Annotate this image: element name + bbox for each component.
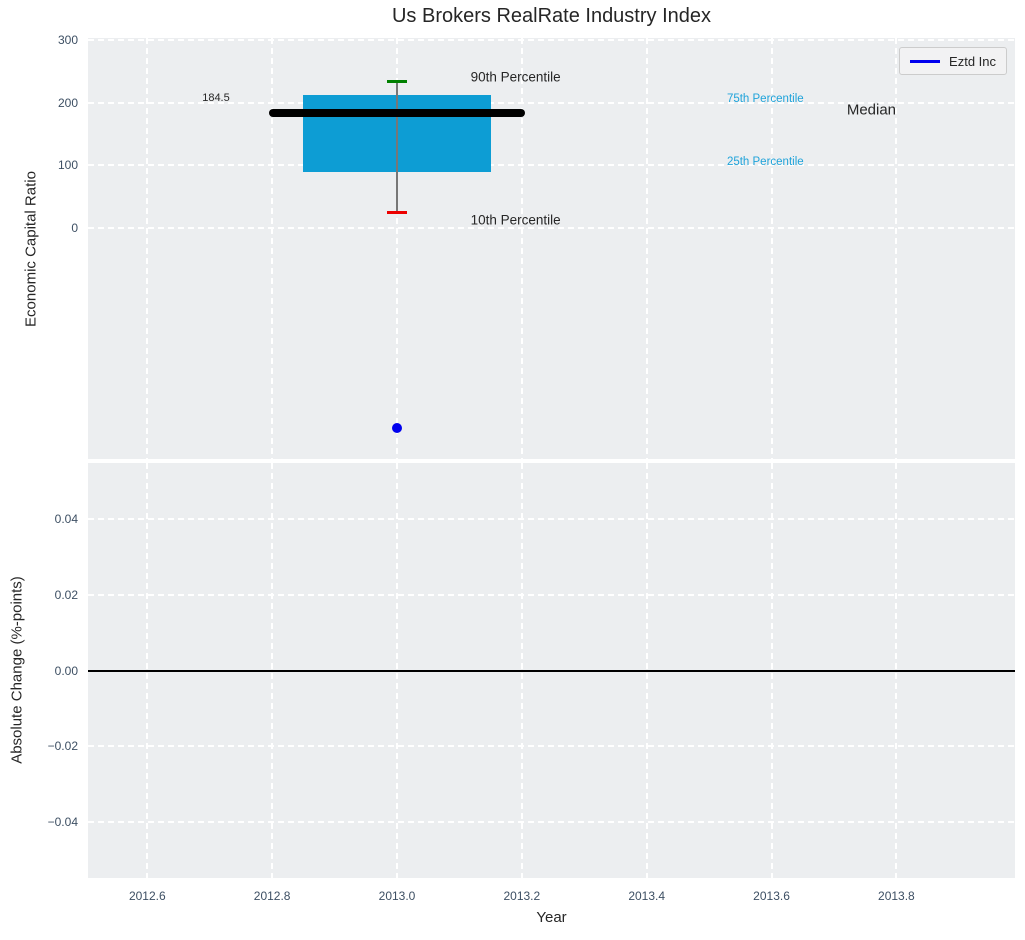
y-tick-label: −0.02 — [47, 739, 78, 754]
y-tick-label: 300 — [57, 33, 78, 48]
y-tick-label: 0.00 — [54, 663, 78, 678]
x-axis-label: Year — [536, 909, 567, 926]
grid-line-vertical — [520, 38, 523, 459]
cap-90th-percentile — [387, 79, 407, 83]
x-tick-label: 2013.2 — [503, 889, 541, 903]
annotation-75th-percentile: 75th Percentile — [726, 93, 804, 106]
annotation-25th-percentile: 25th Percentile — [726, 155, 804, 168]
x-tick-label: 2013.6 — [753, 889, 790, 903]
grid-line-horizontal — [88, 745, 1015, 748]
grid-line-vertical — [645, 38, 648, 459]
x-tick-label: 2013.8 — [878, 889, 915, 903]
grid-line-vertical — [271, 38, 274, 459]
x-tick-label: 2013.4 — [628, 889, 666, 903]
y-tick-label: 100 — [57, 158, 78, 173]
grid-line-horizontal — [88, 593, 1015, 596]
top-axes: Eztd Inc 90th Percentile 75th Percentile M… — [88, 38, 1015, 459]
y-tick-label: 0.02 — [54, 587, 78, 602]
annotation-90th-percentile: 90th Percentile — [470, 69, 561, 85]
legend-line-sample — [910, 59, 941, 63]
annotation-median: Median — [846, 101, 897, 119]
bottom-axes — [88, 463, 1015, 878]
grid-line-vertical — [146, 38, 149, 459]
grid-line-vertical — [895, 38, 898, 459]
y-tick-label: 0 — [71, 220, 78, 235]
grid-line-horizontal — [88, 39, 1015, 42]
annotation-184-5: 184.5 — [202, 91, 230, 104]
x-tick-label: 2012.6 — [128, 889, 166, 903]
legend: Eztd Inc — [899, 47, 1007, 75]
x-tick-label: 2012.8 — [253, 889, 291, 903]
grid-line-horizontal — [88, 821, 1015, 824]
eztd-inc-data-point — [392, 422, 402, 433]
y-tick-label: 0.04 — [54, 511, 78, 526]
legend-label: Eztd Inc — [949, 53, 996, 69]
grid-line-horizontal — [88, 517, 1015, 520]
y-axis-label-top: Economic Capital Ratio — [22, 171, 40, 327]
grid-line-horizontal — [88, 164, 1015, 167]
grid-line-horizontal — [88, 226, 1015, 229]
grid-line-vertical — [770, 38, 773, 459]
chart-title: Us Brokers RealRate Industry Index — [391, 5, 712, 27]
whisker-line — [396, 81, 398, 213]
median-line — [269, 108, 525, 117]
grid-line-horizontal — [88, 101, 1015, 104]
y-tick-label: −0.04 — [47, 815, 78, 830]
cap-10th-percentile — [387, 211, 407, 215]
zero-line — [88, 669, 1015, 672]
x-tick-label: 2013.0 — [378, 889, 416, 903]
grid-line-vertical — [396, 38, 398, 459]
annotation-10th-percentile: 10th Percentile — [470, 212, 561, 228]
y-tick-label: 200 — [57, 95, 78, 110]
